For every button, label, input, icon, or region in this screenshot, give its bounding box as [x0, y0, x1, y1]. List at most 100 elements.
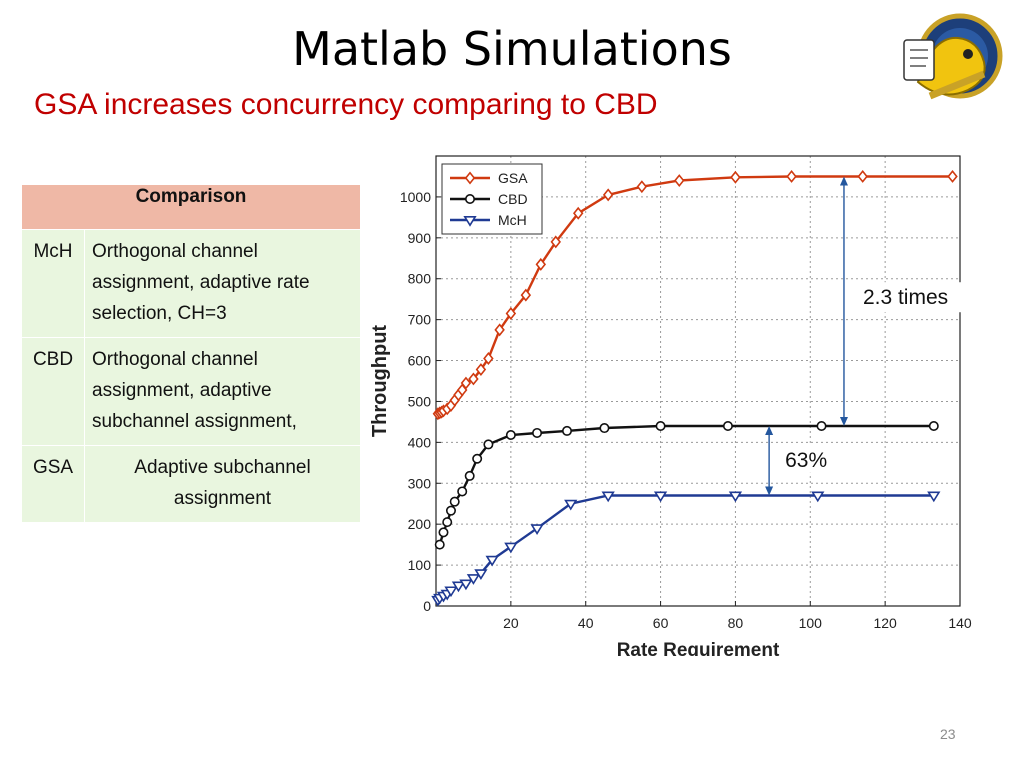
data-point-gsa	[786, 169, 797, 183]
data-point-cbd	[655, 420, 666, 431]
data-point-gsa	[494, 323, 505, 337]
data-point-gsa	[520, 288, 532, 302]
data-point-mch	[466, 574, 481, 585]
data-point-mch	[530, 524, 544, 535]
data-point-cbd	[928, 420, 939, 431]
legend-label-mch: McH	[498, 212, 527, 228]
data-point-cbd	[434, 539, 445, 550]
annotation-arrowhead	[839, 417, 848, 426]
y-tick-label: 300	[408, 475, 432, 491]
legend-marker-cbd	[465, 193, 476, 204]
legend-marker-mch	[463, 216, 477, 227]
comparison-table: Comparison McH Orthogonal channel assign…	[21, 184, 361, 523]
legend-label-cbd: CBD	[498, 191, 528, 207]
row-key: CBD	[21, 337, 85, 446]
table-row: GSA Adaptive subchannel assignment	[21, 445, 361, 523]
annotation-arrowhead	[765, 486, 774, 496]
data-point-gsa	[505, 307, 517, 320]
data-point-mch	[474, 569, 488, 580]
annotation-label: 63%	[785, 449, 827, 472]
y-tick-label: 900	[408, 230, 432, 246]
data-point-mch	[459, 579, 473, 591]
data-point-gsa	[602, 188, 614, 202]
annotation-arrowhead	[765, 426, 774, 435]
data-point-mch	[504, 542, 518, 554]
data-point-gsa	[535, 257, 547, 271]
data-point-mch	[601, 491, 615, 503]
y-axis-label: Throughput	[369, 325, 391, 438]
data-point-cbd	[442, 517, 453, 528]
plot-frame	[435, 155, 961, 607]
series-mch	[431, 491, 941, 607]
annotation-label-bg	[858, 282, 967, 313]
university-seal-logo	[903, 13, 1003, 100]
data-point-gsa	[483, 352, 494, 365]
x-tick-label: 80	[728, 615, 744, 631]
series-gsa	[432, 169, 958, 421]
slide-title: Matlab Simulations	[292, 22, 732, 76]
data-point-cbd	[722, 420, 733, 431]
data-point-cbd	[599, 423, 610, 434]
data-point-gsa	[636, 180, 648, 194]
data-point-mch	[811, 491, 825, 503]
x-tick-label: 120	[873, 615, 897, 631]
data-point-cbd	[445, 505, 456, 516]
data-point-mch	[444, 586, 458, 598]
row-value: Orthogonal channel assignment, adaptive …	[84, 337, 361, 446]
data-point-gsa	[460, 376, 472, 390]
slide-subtitle: GSA increases concurrency comparing to C…	[34, 88, 658, 121]
data-point-gsa	[468, 372, 479, 386]
y-tick-label: 400	[408, 434, 432, 450]
data-point-cbd	[562, 425, 573, 436]
annotation-label: 2.3 times	[863, 286, 948, 309]
data-point-cbd	[457, 486, 468, 497]
x-tick-label: 20	[503, 615, 519, 631]
x-tick-label: 60	[653, 615, 669, 631]
y-tick-label: 600	[408, 353, 432, 369]
y-tick-label: 700	[408, 312, 432, 328]
data-point-gsa	[573, 206, 584, 220]
data-point-mch	[728, 491, 743, 503]
data-point-mch	[485, 555, 499, 567]
y-tick-label: 800	[408, 271, 432, 287]
x-tick-label: 40	[578, 615, 594, 631]
data-point-gsa	[730, 170, 741, 184]
table-header: Comparison	[21, 184, 361, 230]
row-value: Orthogonal channel assignment, adaptive …	[84, 229, 361, 338]
data-point-cbd	[505, 429, 516, 440]
legend-label-gsa: GSA	[498, 170, 528, 186]
data-point-cbd	[816, 420, 827, 431]
data-point-cbd	[449, 496, 460, 507]
data-point-gsa	[550, 235, 561, 249]
series-cbd	[434, 420, 939, 550]
data-point-mch	[653, 491, 668, 503]
legend-marker-gsa	[464, 171, 476, 185]
data-point-gsa	[674, 174, 685, 188]
data-point-mch	[564, 499, 578, 511]
data-point-cbd	[483, 439, 494, 450]
data-point-cbd	[464, 470, 475, 481]
data-point-mch	[927, 491, 941, 503]
row-key: McH	[21, 229, 85, 338]
y-tick-label: 1000	[400, 189, 431, 205]
data-point-cbd	[472, 453, 483, 464]
x-axis-label: Rate Requirement	[617, 640, 780, 656]
data-point-gsa	[857, 169, 868, 183]
throughput-chart: 20 40 60 80 100 120 140 0 100 200 300 400 500 600 700 8…	[369, 155, 972, 656]
row-key: GSA	[21, 445, 85, 523]
x-tick-label: 100	[799, 615, 823, 631]
y-tick-label: 200	[408, 516, 432, 532]
page-number: 23	[940, 726, 956, 742]
annotation-label-bg	[781, 444, 838, 473]
y-tick-label: 0	[423, 598, 431, 614]
data-point-mch	[451, 581, 466, 593]
table-row: CBD Orthogonal channel assignment, adapt…	[21, 337, 361, 446]
y-tick-label: 500	[408, 393, 432, 409]
data-point-cbd	[532, 427, 543, 438]
data-point-cbd	[438, 527, 449, 538]
data-point-gsa	[475, 363, 487, 377]
y-tick-label: 100	[408, 557, 432, 573]
table-row: McH Orthogonal channel assignment, adapt…	[21, 229, 361, 338]
annotation-arrowhead	[839, 176, 848, 186]
data-point-gsa	[947, 169, 958, 183]
